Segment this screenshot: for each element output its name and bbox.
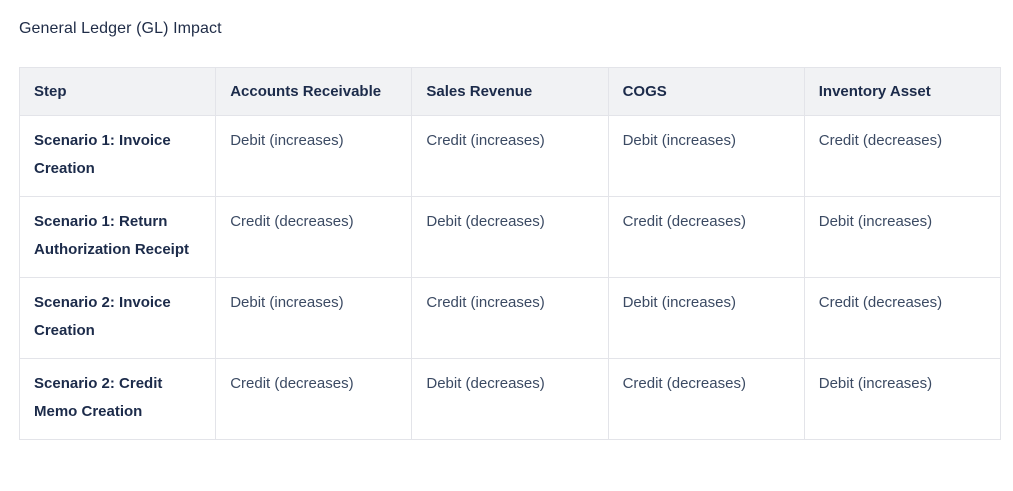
column-header-cogs: COGS <box>607 67 805 116</box>
column-header-accounts-receivable: Accounts Receivable <box>215 67 413 116</box>
column-header-sales-revenue: Sales Revenue <box>411 67 609 116</box>
value-cell: Credit (decreases) <box>215 358 413 440</box>
table-body: Scenario 1: Invoice Creation Debit (incr… <box>18 115 1002 440</box>
value-cell: Debit (increases) <box>607 277 805 359</box>
table-row: Scenario 1: Return Authorization Receipt… <box>18 196 1002 278</box>
value-cell: Debit (increases) <box>803 196 1002 278</box>
step-cell: Scenario 1: Return Authorization Receipt <box>18 196 217 278</box>
table-header: Step Accounts Receivable Sales Revenue C… <box>18 67 1002 116</box>
value-cell: Credit (decreases) <box>803 277 1002 359</box>
column-header-step: Step <box>18 67 217 116</box>
page-title: General Ledger (GL) Impact <box>19 20 222 37</box>
value-cell: Debit (decreases) <box>411 196 609 278</box>
value-cell: Debit (increases) <box>607 115 805 197</box>
value-cell: Credit (increases) <box>411 115 609 197</box>
step-cell: Scenario 2: Credit Memo Creation <box>18 358 217 440</box>
value-cell: Debit (increases) <box>215 277 413 359</box>
value-cell: Credit (decreases) <box>215 196 413 278</box>
column-header-inventory-asset: Inventory Asset <box>803 67 1002 116</box>
value-cell: Debit (decreases) <box>411 358 609 440</box>
page-container: General Ledger (GL) Impact Step Accounts… <box>18 20 1002 440</box>
step-cell: Scenario 1: Invoice Creation <box>18 115 217 197</box>
table-header-row: Step Accounts Receivable Sales Revenue C… <box>18 67 1002 116</box>
value-cell: Debit (increases) <box>803 358 1002 440</box>
value-cell: Credit (increases) <box>411 277 609 359</box>
value-cell: Debit (increases) <box>215 115 413 197</box>
value-cell: Credit (decreases) <box>607 358 805 440</box>
table-row: Scenario 2: Invoice Creation Debit (incr… <box>18 277 1002 359</box>
value-cell: Credit (decreases) <box>607 196 805 278</box>
gl-impact-table: Step Accounts Receivable Sales Revenue C… <box>18 67 1002 440</box>
table-row: Scenario 1: Invoice Creation Debit (incr… <box>18 115 1002 197</box>
table-row: Scenario 2: Credit Memo Creation Credit … <box>18 358 1002 440</box>
value-cell: Credit (decreases) <box>803 115 1002 197</box>
step-cell: Scenario 2: Invoice Creation <box>18 277 217 359</box>
